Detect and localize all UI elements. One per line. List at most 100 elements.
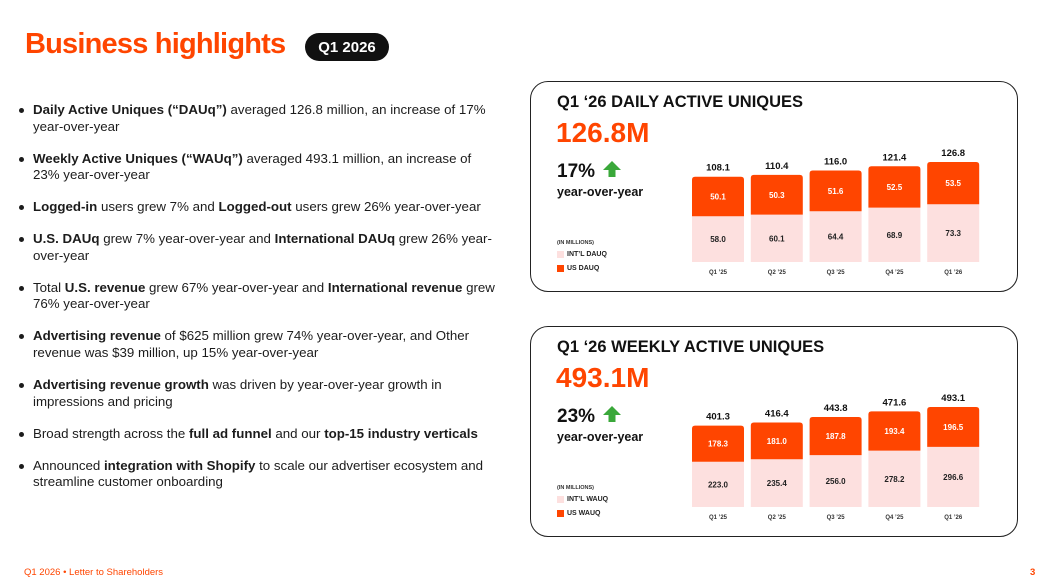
bar-segment-intl	[927, 162, 980, 205]
bar-label-us: 278.2	[884, 475, 905, 484]
highlight-emphasis: Advertising revenue	[33, 328, 161, 344]
bar-segment-intl	[809, 170, 862, 212]
x-tick-label: Q2 ’25	[768, 270, 787, 276]
dau-growth-percent: 17%	[557, 161, 596, 182]
highlight-text: averaged 126.8 million, an increase of 1…	[33, 102, 486, 134]
highlight-text: was driven by year-over-year growth in i…	[33, 377, 442, 409]
bullet-dot	[19, 334, 24, 340]
highlight-emphasis: Weekly Active Uniques (“WAUq”)	[33, 150, 243, 166]
highlight-emphasis: Logged-out	[218, 199, 292, 215]
x-tick-label: Q3 ’25	[827, 515, 846, 521]
highlight-item: Total U.S. revenue grew 67% year-over-ye…	[18, 280, 498, 313]
legend-label: US WAUQ	[567, 510, 601, 517]
page-title: Business highlights	[25, 28, 286, 60]
wau-legend-intl: INT’L WAUQ	[557, 496, 608, 503]
wau-headline-value: 493.1M	[556, 362, 650, 393]
highlight-text: users grew 7% and	[97, 199, 219, 215]
highlight-emphasis: full ad funnel	[188, 425, 272, 441]
highlight-item: Weekly Active Uniques (“WAUq”) averaged …	[18, 151, 498, 184]
highlight-item: Advertising revenue growth was driven by…	[18, 377, 498, 410]
highlight-text: grew 26% year-over-year	[33, 231, 492, 263]
highlight-emphasis: Daily Active Uniques (“DAUq”)	[33, 102, 227, 117]
highlight-item: U.S. DAUq grew 7% year-over-year and Int…	[18, 231, 498, 264]
bar-total-label: 121.4	[883, 152, 907, 163]
bar-total-label: 116.0	[824, 157, 847, 168]
highlight-emphasis: U.S. revenue	[64, 279, 146, 295]
x-tick-label: Q1 ’25	[709, 515, 728, 521]
x-tick-label: Q1 ’26	[944, 515, 963, 521]
highlight-text: grew 67% year-over-year and	[145, 279, 328, 295]
highlight-item: Advertising revenue of $625 million grew…	[18, 328, 498, 361]
bar-label-us: 58.0	[710, 235, 726, 244]
bar-segment-intl	[927, 407, 980, 447]
wau-growth-percent: 23%	[557, 406, 596, 427]
wau-bar-chart: 178.3 223.0 401.3 Q1 ’25 181.0 235.4 416.4 Q2 ’…	[692, 393, 980, 521]
highlight-item: Announced integration with Shopify to sc…	[18, 458, 498, 491]
bar-label-intl: 178.3	[708, 440, 729, 449]
highlight-item: Logged-in users grew 7% and Logged-out u…	[18, 199, 498, 216]
bar-segment-us	[692, 461, 744, 507]
bar-label-us: 60.1	[769, 234, 785, 243]
highlight-emphasis: integration with Shopify	[103, 457, 256, 473]
dau-growth-label: year-over-year	[557, 185, 644, 199]
bar-segment-intl	[692, 425, 744, 462]
bar-total-label: 493.1	[941, 393, 965, 404]
x-tick-label: Q4 ’25	[885, 515, 904, 521]
bar-label-intl: 52.5	[887, 183, 903, 192]
up-arrow-icon	[603, 161, 621, 177]
x-tick-label: Q3 ’25	[827, 270, 846, 276]
bar-segment-intl	[809, 416, 862, 456]
wau-units-label: (IN MILLIONS)	[557, 485, 594, 491]
wau-growth-label: year-over-year	[557, 430, 644, 444]
dau-bar-chart: 50.1 58.0 108.1 Q1 ’25 50.3 60.1 110.4 Q2 ’25 51…	[692, 148, 980, 276]
bullet-dot	[19, 383, 24, 389]
highlight-emphasis: U.S. DAUq	[33, 231, 100, 247]
highlight-emphasis: top-15 industry verticals	[324, 425, 478, 441]
bar-segment-us	[692, 216, 744, 262]
bullet-dot	[19, 285, 24, 291]
bar-total-label: 110.4	[765, 161, 789, 172]
highlights-list: Daily Active Uniques (“DAUq”) averaged 1…	[18, 102, 498, 506]
dau-chart-panel: Q1 ‘26 DAILY ACTIVE UNIQUES 126.8M 17% y…	[530, 81, 1018, 292]
bar-segment-intl	[692, 176, 744, 217]
bullet-dot	[19, 205, 24, 211]
dau-chart-title: Q1 ‘26 DAILY ACTIVE UNIQUES	[557, 93, 804, 111]
bar-label-intl: 181.0	[767, 437, 788, 446]
bar-total-label: 108.1	[706, 163, 730, 174]
legend-swatch	[557, 265, 564, 272]
highlight-item: Broad strength across the full ad funnel…	[18, 426, 498, 443]
bar-label-us: 68.9	[887, 231, 903, 240]
bar-total-label: 416.4	[765, 409, 789, 420]
bar-label-us: 256.0	[826, 477, 847, 486]
bullet-dot	[19, 463, 24, 469]
bar-label-intl: 53.5	[945, 179, 961, 188]
legend-label: INT’L DAUQ	[567, 251, 607, 258]
bar-segment-intl	[750, 174, 803, 215]
highlight-text: Broad strength across the	[33, 425, 189, 441]
highlight-text: grew 7% year-over-year and	[99, 231, 275, 247]
highlight-emphasis: International DAUq	[274, 231, 396, 247]
footer-text: Q1 2026 • Letter to Shareholders	[24, 567, 164, 578]
bar-label-us: 235.4	[767, 479, 788, 488]
bar-label-intl: 196.5	[943, 423, 964, 432]
bar-total-label: 126.8	[941, 148, 965, 159]
bullet-dot	[19, 237, 24, 243]
x-tick-label: Q1 ’25	[709, 270, 728, 276]
legend-swatch	[557, 251, 564, 258]
bar-label-us: 296.6	[943, 473, 964, 482]
highlight-text: Total	[33, 279, 65, 295]
bar-segment-us	[750, 459, 803, 507]
bar-label-us: 223.0	[708, 480, 729, 489]
bar-segment-us	[868, 207, 921, 262]
highlight-emphasis: Logged-in	[33, 199, 98, 215]
dau-legend-intl: INT’L DAUQ	[557, 251, 607, 258]
bar-segment-intl	[868, 166, 921, 208]
bar-total-label: 401.3	[706, 412, 730, 423]
up-arrow-icon	[603, 406, 621, 422]
bar-label-intl: 51.6	[828, 187, 844, 196]
bar-segment-us	[809, 211, 862, 262]
highlight-text: averaged 493.1 million, an increase of 2…	[33, 150, 472, 183]
wau-chart-panel: Q1 ‘26 WEEKLY ACTIVE UNIQUES 493.1M 23% …	[530, 326, 1018, 537]
highlight-text: Announced	[33, 457, 104, 473]
bullet-dot	[19, 431, 24, 437]
